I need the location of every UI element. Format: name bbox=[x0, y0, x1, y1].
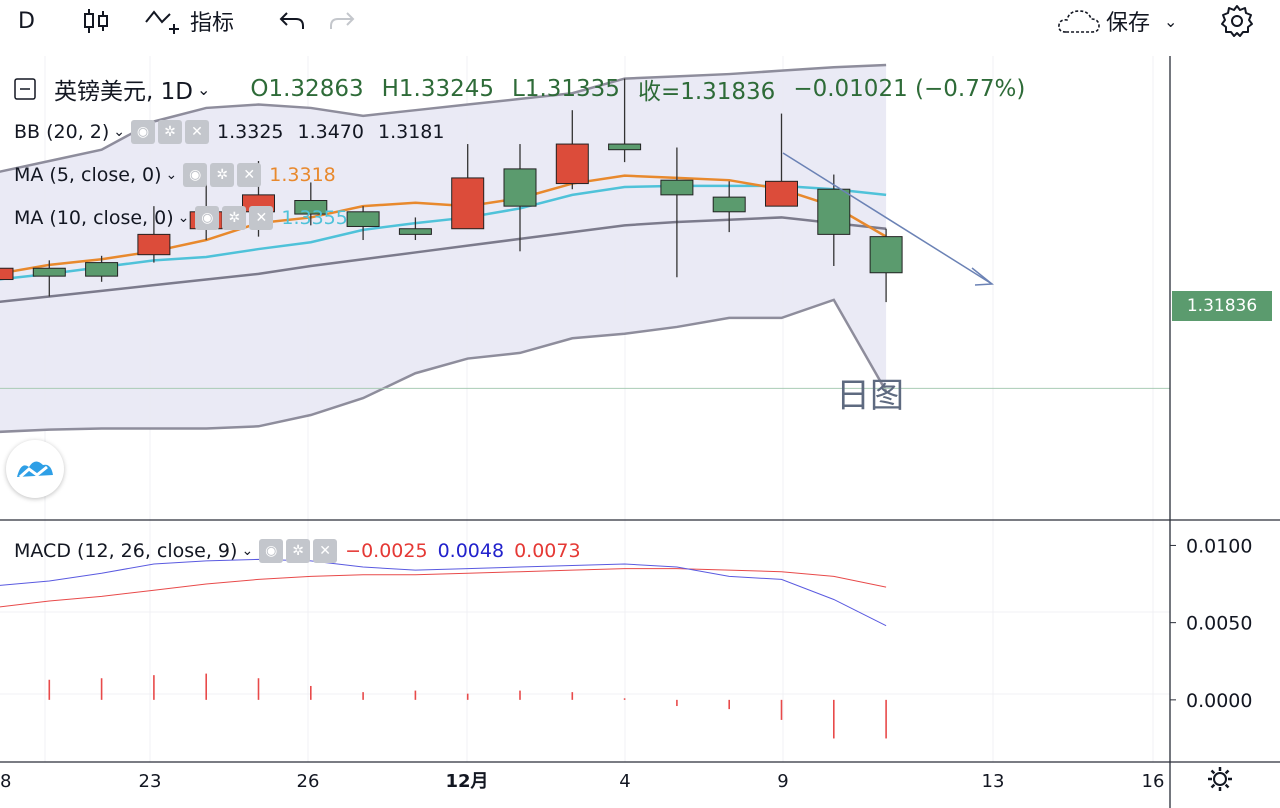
x-axis-label: 4 bbox=[619, 771, 630, 792]
redo-icon[interactable] bbox=[328, 6, 356, 36]
logo-icon bbox=[17, 461, 53, 479]
symbol-chevron-down-icon[interactable]: ⌄ bbox=[196, 79, 211, 99]
candle-body bbox=[503, 168, 537, 207]
x-axis-label: 23 bbox=[139, 771, 162, 792]
close-value: 收=1.31836 bbox=[637, 79, 776, 105]
chevron-down-icon[interactable]: ⌄ bbox=[241, 543, 254, 559]
bb-lower-line bbox=[0, 298, 888, 434]
time-settings-gear-icon[interactable] bbox=[1213, 772, 1227, 786]
candle-body bbox=[346, 211, 380, 227]
macd-axis-label: 0.0050 bbox=[1186, 613, 1252, 635]
candle-body bbox=[137, 233, 171, 256]
x-axis-label: 12月 bbox=[445, 771, 488, 792]
undo-icon[interactable] bbox=[278, 6, 306, 36]
interval-button[interactable]: D bbox=[18, 8, 35, 34]
macd-axis-label: 0.0100 bbox=[1186, 535, 1252, 557]
chevron-down-icon[interactable]: ⌄ bbox=[177, 210, 190, 226]
candle-body bbox=[765, 180, 798, 207]
bb-upper-value: 1.3470 bbox=[297, 121, 364, 143]
macd-axis-label: 0.0000 bbox=[1186, 690, 1252, 712]
close-icon[interactable]: ✕ bbox=[313, 539, 338, 563]
x-axis-label: 13 bbox=[982, 771, 1005, 792]
gear-icon[interactable]: ✲ bbox=[222, 206, 247, 230]
last-price-badge: 1.31836 bbox=[1172, 291, 1272, 321]
symbol-legend: 英镑美元, 1D ⌄ O1.32863 H1.33245 L1.31335 收=… bbox=[14, 72, 1025, 106]
candle-style-icon[interactable] bbox=[82, 6, 110, 36]
chevron-down-icon[interactable]: ⌄ bbox=[113, 124, 126, 140]
macd-signal-value: 0.0073 bbox=[514, 540, 581, 562]
low-value: L1.31335 bbox=[512, 76, 620, 102]
close-icon[interactable]: ✕ bbox=[249, 206, 274, 230]
ma10-label[interactable]: MA (10, close, 0) bbox=[14, 207, 174, 229]
candle-body bbox=[85, 262, 119, 277]
time-settings-gear-tooth bbox=[1210, 783, 1216, 789]
trend-arrow-head bbox=[971, 267, 994, 286]
candle-body bbox=[608, 143, 642, 151]
candle-body bbox=[398, 228, 432, 235]
candle-body bbox=[712, 196, 746, 213]
gear-icon[interactable]: ✲ bbox=[210, 163, 235, 187]
ma5-label[interactable]: MA (5, close, 0) bbox=[14, 164, 162, 186]
gear-icon[interactable]: ✲ bbox=[158, 120, 183, 144]
macd-hist-value: −0.0025 bbox=[345, 540, 428, 562]
macd-line bbox=[0, 558, 887, 627]
trend-arrow bbox=[782, 152, 993, 285]
ma10-line bbox=[0, 184, 887, 281]
high-value: H1.33245 bbox=[381, 76, 494, 102]
legend-bb: BB (20, 2) ⌄ ◉ ✲ ✕ 1.3325 1.3470 1.3181 bbox=[14, 120, 458, 144]
settings-gear-icon[interactable] bbox=[1220, 5, 1254, 37]
candle-body bbox=[32, 267, 66, 277]
x-axis-label: 26 bbox=[297, 771, 320, 792]
open-value: O1.32863 bbox=[250, 76, 364, 102]
top-toolbar: D 指标 保存 ⌄ bbox=[0, 0, 1280, 44]
ma10-value: 1.3355 bbox=[281, 207, 348, 229]
x-axis-label: 8 bbox=[0, 771, 11, 792]
tradingview-logo[interactable] bbox=[6, 440, 64, 498]
symbol-name[interactable]: 英镑美元, 1D bbox=[54, 79, 193, 105]
bb-lower-value: 1.3181 bbox=[377, 121, 445, 143]
indicators-button[interactable]: 指标 bbox=[144, 6, 234, 36]
candle-body bbox=[294, 200, 328, 215]
legend-ma10: MA (10, close, 0) ⌄ ◉ ✲ ✕ 1.3355 bbox=[14, 206, 362, 230]
bb-middle-line bbox=[0, 216, 887, 304]
legend-macd: MACD (12, 26, close, 9) ⌄ ◉ ✲ ✕ −0.0025 0.… bbox=[14, 539, 595, 563]
x-axis-label: 16 bbox=[1142, 771, 1165, 792]
macd-label[interactable]: MACD (12, 26, close, 9) bbox=[14, 540, 238, 562]
eye-icon[interactable]: ◉ bbox=[131, 120, 156, 144]
x-axis-label: 9 bbox=[777, 771, 788, 792]
bb-label[interactable]: BB (20, 2) bbox=[14, 121, 110, 143]
time-settings-gear-tooth bbox=[1224, 769, 1230, 775]
macd-signal-line bbox=[0, 568, 887, 608]
macd-line-value: 0.0048 bbox=[437, 540, 505, 562]
time-settings-gear-tooth bbox=[1224, 783, 1230, 789]
gear-icon[interactable]: ✲ bbox=[286, 539, 311, 563]
chevron-down-icon[interactable]: ⌄ bbox=[165, 167, 178, 183]
eye-icon[interactable]: ◉ bbox=[259, 539, 284, 563]
annotation-text: 日图 bbox=[836, 376, 904, 416]
indicators-icon bbox=[145, 10, 179, 34]
indicators-label: 指标 bbox=[190, 11, 235, 36]
chevron-down-icon[interactable]: ⌄ bbox=[1164, 11, 1178, 31]
save-label: 保存 bbox=[1106, 11, 1151, 36]
legend-ma5: MA (5, close, 0) ⌄ ◉ ✲ ✕ 1.3318 bbox=[14, 163, 350, 187]
candle-body bbox=[817, 188, 851, 235]
eye-icon[interactable]: ◉ bbox=[195, 206, 220, 230]
candle-body bbox=[869, 236, 903, 274]
close-icon[interactable]: ✕ bbox=[185, 120, 210, 144]
save-button[interactable]: 保存 ⌄ bbox=[1056, 6, 1177, 36]
candle-body bbox=[0, 267, 14, 281]
bb-middle-value: 1.3325 bbox=[217, 121, 284, 143]
time-settings-gear-tooth bbox=[1210, 769, 1216, 775]
collapse-icon[interactable] bbox=[14, 78, 36, 100]
candle-body bbox=[660, 179, 694, 196]
eye-icon[interactable]: ◉ bbox=[183, 163, 208, 187]
close-icon[interactable]: ✕ bbox=[237, 163, 262, 187]
change-value: −0.01021 (−0.77%) bbox=[793, 76, 1026, 102]
cloud-icon bbox=[1058, 10, 1100, 33]
ma5-value: 1.3318 bbox=[269, 164, 336, 186]
candle-body bbox=[555, 143, 589, 185]
candle-body bbox=[451, 177, 485, 230]
